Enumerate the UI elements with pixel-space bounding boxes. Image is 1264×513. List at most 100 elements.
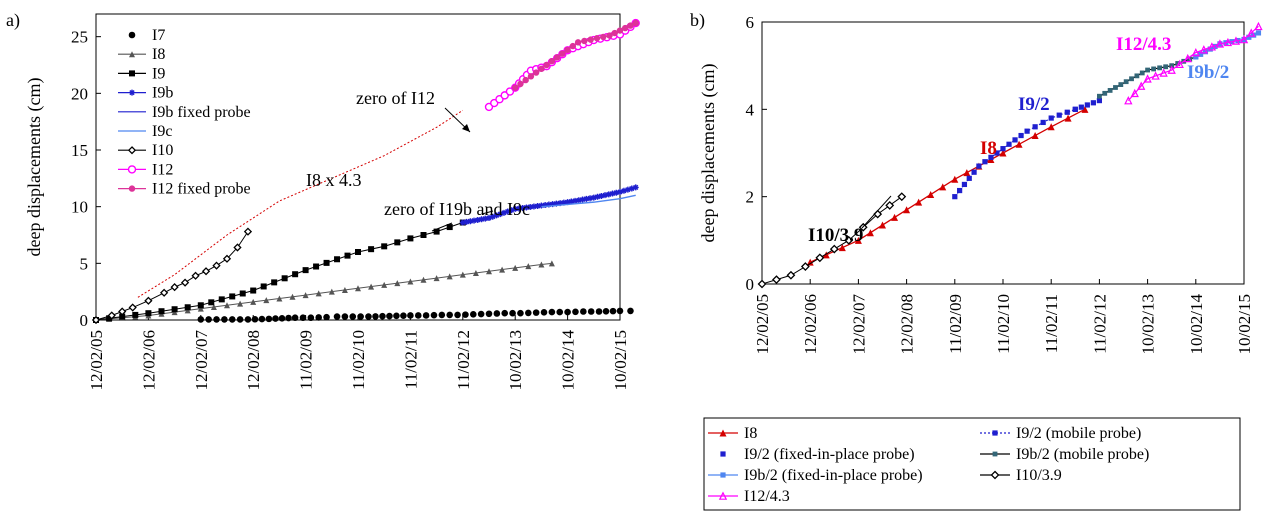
data-point [1078, 104, 1084, 110]
x-tick-label: 10/02/15 [611, 330, 630, 390]
data-point [1247, 28, 1256, 37]
legend-swatch-marker [992, 451, 998, 457]
data-point [523, 204, 530, 211]
data-point [525, 309, 532, 317]
data-point [250, 287, 257, 294]
data-point [1254, 21, 1263, 31]
legend-swatch-marker [129, 89, 135, 96]
annotation-arrow [861, 195, 892, 229]
data-point [407, 235, 414, 242]
series-line [1127, 25, 1259, 101]
data-point [609, 190, 616, 197]
data-point [381, 243, 388, 250]
legend-label: I9b/2 (mobile probe) [1016, 446, 1149, 463]
data-point [1084, 102, 1090, 108]
legend-swatch-marker [128, 31, 136, 39]
data-point [212, 261, 221, 270]
legend-swatch-marker [127, 146, 137, 155]
data-point [1056, 112, 1062, 118]
x-tick-label: 12/02/05 [87, 330, 106, 390]
data-point [201, 267, 211, 276]
data-point [994, 150, 1000, 156]
legend-swatch-marker [990, 470, 1000, 480]
data-point [1064, 114, 1072, 122]
data-point [1072, 106, 1078, 112]
y-tick-label: 0 [80, 311, 89, 330]
data-point [605, 191, 612, 198]
series-i7 [197, 307, 634, 323]
y-tick-label: 2 [746, 188, 755, 207]
data-point [1006, 141, 1012, 147]
data-point [281, 275, 288, 282]
annotation-i8-x-4-3: I8 x 4.3 [306, 170, 362, 190]
series-i9b-fixed-probe [488, 208, 516, 219]
data-point [1239, 34, 1249, 44]
legend: I8 I9/2 (mobile probe) I9/2 (fixed-in-plac… [703, 417, 1241, 511]
data-point [265, 315, 273, 323]
data-point [598, 192, 605, 199]
legend-label: I12 fixed probe [152, 181, 251, 198]
data-point [961, 181, 968, 188]
data-point [885, 200, 895, 210]
data-point [1163, 64, 1169, 70]
data-point [553, 54, 561, 61]
series-line [488, 208, 516, 219]
data-point [213, 316, 220, 323]
x-tick-label: 12/02/07 [192, 330, 211, 391]
data-point [323, 313, 330, 321]
data-point [587, 195, 594, 202]
data-point [302, 292, 309, 299]
data-point [302, 267, 309, 274]
data-point [158, 308, 165, 315]
annotation-zero-i19b-i9c: zero of I19b and I9c [384, 199, 530, 219]
panel-label: b) [690, 10, 705, 31]
annotation-i8: I8 [980, 138, 997, 159]
data-point [548, 260, 555, 267]
legend-label: I9b fixed probe [152, 104, 251, 121]
legend-item: I9 [118, 65, 165, 82]
x-tick-label: 12/02/08 [898, 294, 917, 354]
data-point [446, 224, 453, 231]
x-tick-label: 11/02/09 [946, 294, 965, 354]
series-i12-fixed-probe [512, 19, 639, 91]
y-tick-label: 0 [746, 275, 755, 294]
data-point [532, 309, 540, 316]
data-point [982, 159, 988, 165]
y-axis-label: deep displacements (cm) [24, 78, 45, 257]
legend-label: I8 [744, 425, 757, 442]
data-point [91, 315, 101, 325]
data-point [236, 316, 244, 323]
data-point [952, 194, 958, 200]
legend-label: I12 [152, 161, 173, 178]
annotation-arrowhead [462, 124, 470, 132]
data-point [393, 312, 400, 320]
x-tick-label: 11/02/12 [454, 330, 473, 390]
data-point [144, 296, 153, 305]
data-point [572, 197, 579, 204]
y-tick-label: 25 [71, 28, 88, 47]
data-point [1064, 109, 1070, 115]
data-point [976, 163, 982, 169]
data-point [632, 184, 639, 191]
data-point [1167, 65, 1176, 74]
data-point [244, 316, 252, 323]
legend-swatch-marker [129, 51, 135, 58]
data-point [463, 218, 470, 225]
data-point [438, 311, 446, 319]
data-point [285, 314, 292, 322]
data-point [806, 258, 814, 266]
data-point [106, 315, 113, 322]
x-tick-label: 11/02/10 [994, 294, 1013, 354]
data-point [534, 203, 541, 210]
data-point [1018, 132, 1024, 139]
legend-label: I10/3.9 [1016, 467, 1062, 484]
data-point [1207, 46, 1213, 52]
data-point [939, 183, 947, 191]
data-point [299, 314, 307, 322]
data-point [613, 189, 620, 196]
legend-label: I9c [152, 123, 172, 140]
data-point [628, 185, 635, 192]
y-tick-label: 10 [71, 198, 88, 217]
legend-label: I9/2 (fixed-in-place probe) [744, 446, 915, 463]
data-point [512, 84, 519, 91]
